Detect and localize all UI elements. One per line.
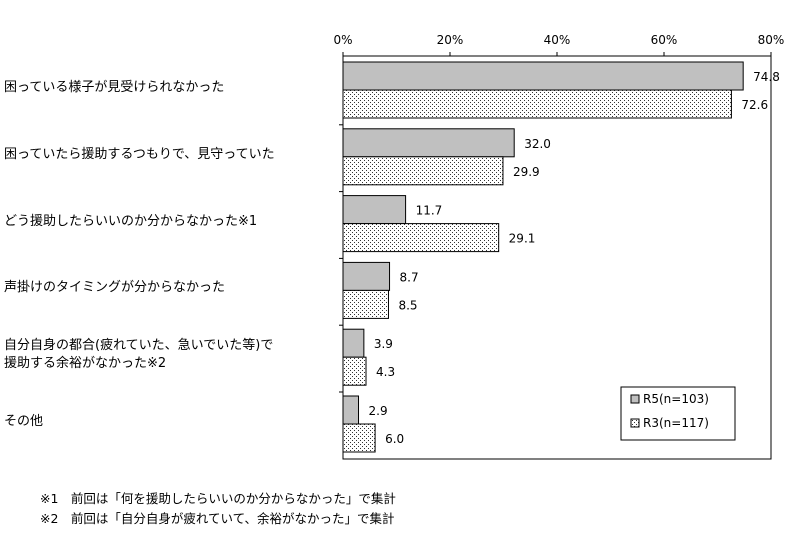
bar-r5 (342, 395, 360, 425)
value-label: 32.0 (524, 137, 551, 151)
footnote-1: ※1 前回は「何を援助したらいいのか分からなかった」で集計 (40, 491, 396, 506)
legend-label: R5(n=103) (643, 392, 709, 406)
category-label: どう援助したらいいのか分からなかった※1 (4, 213, 258, 229)
x-tick-label: 60% (651, 33, 678, 47)
value-label: 8.5 (398, 298, 417, 312)
category-label: 自分自身の都合(疲れていた、急いでいた等)で 援助する余裕がなかった※2 (4, 338, 274, 372)
bar-r5 (342, 261, 391, 291)
legend-label: R3(n=117) (643, 416, 709, 430)
category-label: 困っていたら援助するつもりで、見守っていた (4, 146, 275, 162)
bar-r5 (342, 328, 365, 358)
legend-swatch (630, 418, 640, 428)
category-label: 困っている様子が見受けられなかった (4, 80, 225, 95)
value-label: 72.6 (741, 98, 768, 112)
bar-r3 (342, 356, 367, 386)
bar-r3 (342, 289, 389, 319)
bar-r3 (342, 89, 732, 119)
x-tick-label: 40% (544, 33, 571, 47)
bar-r5 (342, 128, 515, 158)
legend-swatch (630, 394, 640, 404)
value-label: 3.9 (374, 337, 393, 351)
bar-r5 (342, 61, 744, 91)
value-label: 2.9 (369, 404, 388, 418)
value-label: 8.7 (400, 270, 419, 284)
value-label: 29.9 (513, 165, 540, 179)
value-label: 11.7 (416, 204, 443, 218)
x-tick-label: 20% (437, 33, 464, 47)
value-label: 4.3 (376, 365, 395, 379)
value-label: 74.8 (753, 70, 780, 84)
category-label: その他 (4, 414, 44, 429)
bar-r5 (342, 195, 407, 225)
x-tick-label: 80% (758, 33, 785, 47)
bar-r3 (342, 156, 504, 186)
value-label: 6.0 (385, 432, 404, 446)
legend-box (620, 386, 736, 441)
category-label: 声掛けのタイミングが分からなかった (4, 280, 226, 296)
bar-r3 (342, 423, 376, 453)
bar-r3 (342, 223, 500, 253)
footnote-2: ※2 前回は「自分自身が疲れていて、余裕がなかった」で集計 (40, 511, 395, 526)
value-label: 29.1 (509, 232, 536, 246)
x-tick-label: 0% (333, 33, 352, 47)
